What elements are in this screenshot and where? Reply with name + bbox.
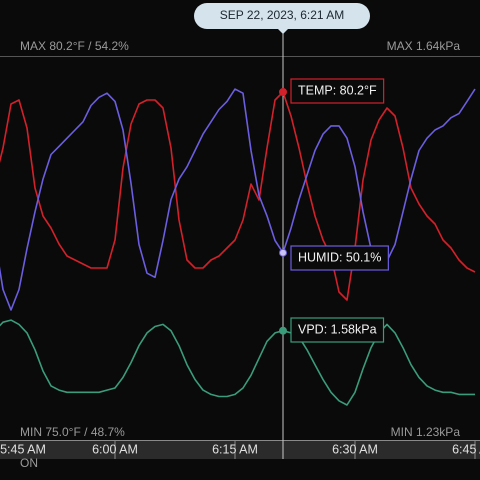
- tooltip-box: [290, 245, 389, 271]
- time-axis-band: [0, 440, 480, 459]
- series-line: [0, 91, 476, 301]
- tooltip-text: TEMP: 80.2°F: [298, 83, 377, 97]
- min-label-right: MIN 1.23kPa: [391, 425, 461, 439]
- max-label-right: MAX 1.64kPa: [387, 39, 461, 53]
- cursor-label: SEP 22, 2023, 6:21 AM: [220, 8, 345, 22]
- min-label: MIN 75.0°F / 48.7%: [20, 425, 125, 439]
- x-tick-label: 6:00 AM: [92, 442, 138, 456]
- cursor-marker: [279, 88, 287, 96]
- x-tick-label: 6:30 AM: [332, 442, 378, 456]
- tooltip-text: HUMID: 50.1%: [298, 250, 381, 264]
- tooltip-box: [290, 317, 385, 343]
- x-tick-label: 5:45 AM: [0, 442, 46, 456]
- x-tick-label: 6:45 AM: [452, 442, 480, 456]
- lines: [0, 88, 476, 406]
- cursor-marker: [279, 248, 287, 257]
- tooltip-text: VPD: 1.58kPa: [298, 322, 377, 336]
- series-line: [0, 88, 476, 311]
- series-line: [0, 319, 475, 406]
- cursor-pill: [194, 3, 370, 29]
- max-label: MAX 80.2°F / 54.2%: [20, 39, 129, 53]
- x-tick-label: 6:15 AM: [212, 442, 258, 456]
- status-label: ON: [20, 456, 38, 470]
- cursor-pointer: [278, 29, 288, 34]
- tooltip-box: [290, 78, 385, 104]
- cursor-marker: [279, 326, 287, 335]
